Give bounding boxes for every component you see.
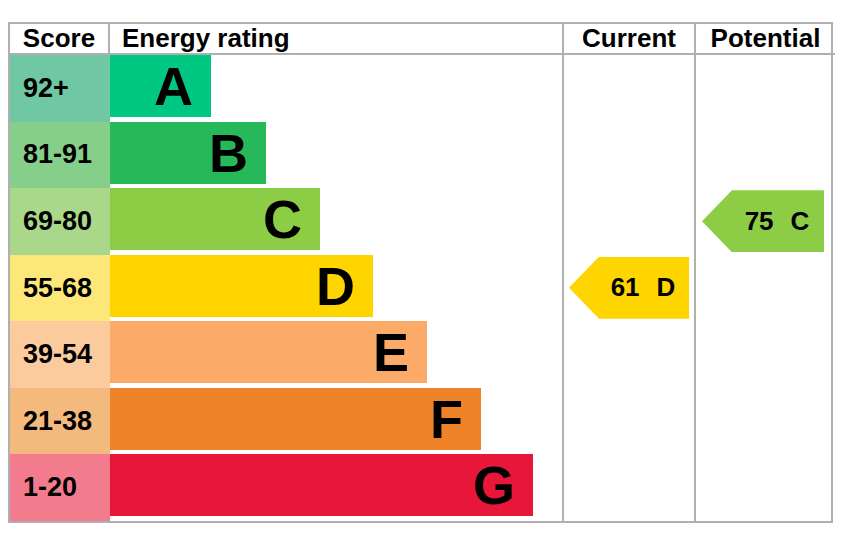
rating-band-rows: 92+ A 81-91 B 69-80 C 55-68 D 39-54 E 21-38 F 1-20 G <box>10 55 562 521</box>
current-rating-value: 61 <box>611 272 640 303</box>
band-letter: D <box>316 255 355 317</box>
score-range-cell: 81-91 <box>10 122 110 189</box>
energy-band-bar: E <box>110 321 427 383</box>
scale-header-row: Score Energy rating <box>10 24 562 55</box>
energy-band-bar: C <box>110 188 320 250</box>
score-range-label: 39-54 <box>23 339 92 370</box>
band-letter: A <box>154 55 193 117</box>
rating-band-row-c: 69-80 C <box>10 188 562 255</box>
score-range-cell: 39-54 <box>10 321 110 388</box>
score-range-cell: 69-80 <box>10 188 110 255</box>
band-letter: B <box>209 122 248 184</box>
score-range-cell: 92+ <box>10 55 110 122</box>
energy-band-bar: A <box>110 55 211 117</box>
score-range-label: 81-91 <box>23 139 92 170</box>
score-range-label: 92+ <box>23 73 69 104</box>
score-column-header: Score <box>10 24 110 53</box>
score-range-cell: 55-68 <box>10 255 110 322</box>
potential-column: Potential 75 C <box>694 24 835 521</box>
epc-rating-chart: Score Energy rating 92+A81-91B69-80C55-6… <box>0 0 864 554</box>
rating-band-row-g: 1-20 G <box>10 454 562 521</box>
score-range-label: 21-38 <box>23 406 92 437</box>
potential-rating-value: 75 <box>745 206 774 237</box>
energy-rating-table: Score Energy rating 92+A81-91B69-80C55-6… <box>8 22 833 523</box>
energy-band-bar: G <box>110 454 533 516</box>
score-range-label: 55-68 <box>23 273 92 304</box>
rating-band-row-d: 55-68 D <box>10 255 562 322</box>
energy-band-bar: F <box>110 388 481 450</box>
potential-column-header: Potential <box>696 24 835 55</box>
rating-band-row-a: 92+ A <box>10 55 562 122</box>
rating-band-row-e: 39-54 E <box>10 321 562 388</box>
energy-rating-column-header: Energy rating <box>110 24 562 53</box>
rating-band-row-b: 81-91 B <box>10 122 562 189</box>
score-range-label: 69-80 <box>23 206 92 237</box>
current-rating-arrow: 61 D <box>569 257 689 319</box>
current-column: Current 61 D <box>562 24 694 521</box>
band-letter: E <box>373 321 409 383</box>
band-letter: C <box>263 188 302 250</box>
rating-scale-section: Score Energy rating 92+A81-91B69-80C55-6… <box>10 24 562 521</box>
energy-band-bar: D <box>110 255 373 317</box>
band-letter: F <box>430 388 463 450</box>
potential-rating-arrow: 75 C <box>702 190 824 252</box>
rating-band-row-f: 21-38 F <box>10 388 562 455</box>
potential-rating-letter: C <box>791 206 810 237</box>
band-letter: G <box>473 454 515 516</box>
current-rating-letter: D <box>657 272 676 303</box>
score-range-cell: 1-20 <box>10 454 110 521</box>
score-range-cell: 21-38 <box>10 388 110 455</box>
energy-band-bar: B <box>110 122 266 184</box>
current-column-header: Current <box>564 24 694 55</box>
score-range-label: 1-20 <box>23 472 77 503</box>
